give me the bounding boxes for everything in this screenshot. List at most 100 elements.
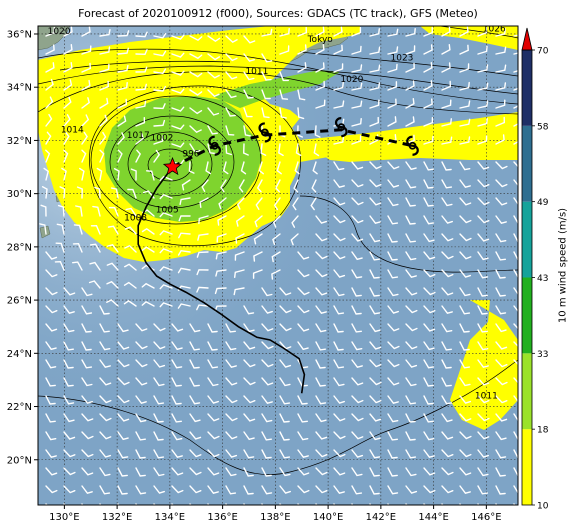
wind-barb [351, 179, 364, 188]
wind-barb [477, 45, 488, 55]
wind-barb [235, 233, 245, 244]
wind-barb [45, 78, 54, 91]
lat-tick-label: 32°N [7, 136, 32, 147]
wind-barb [459, 467, 472, 476]
wind-barb [459, 251, 472, 260]
wind-barb [117, 431, 129, 441]
wind-barb [135, 117, 146, 127]
wind-barb [387, 63, 398, 73]
wind-barb [405, 215, 416, 225]
wind-barb [135, 485, 147, 495]
wind-barb [294, 161, 300, 175]
wind-barb [477, 449, 489, 458]
wind-barb [405, 467, 417, 477]
wind-barb [153, 341, 166, 350]
wind-barb [279, 89, 289, 100]
wind-barb [405, 323, 418, 332]
isobar-999 [127, 131, 213, 197]
wind-barb [423, 251, 436, 260]
wind-barb [106, 299, 119, 307]
wind-barb [423, 62, 433, 73]
place-label-tokyo: Tokyo [307, 35, 334, 45]
wind-barb [315, 305, 327, 314]
wind-barb [387, 116, 397, 127]
wind-barb [81, 413, 94, 422]
wind-barb [387, 161, 400, 170]
wind-barb [59, 186, 66, 199]
wind-barb [441, 233, 454, 242]
past-track-line [137, 166, 306, 394]
colorbar-title: 10 m wind speed (m/s) [557, 207, 569, 324]
wind-barb [315, 395, 327, 405]
wind-barb [81, 131, 88, 145]
wind-barb [243, 305, 255, 315]
map-frame [37, 25, 519, 506]
wind-barb [261, 89, 271, 100]
wind-barb [135, 395, 147, 405]
wind-barb [261, 467, 272, 477]
wind-barb [279, 395, 291, 405]
wind-barb [171, 106, 185, 112]
wind-barb [477, 377, 490, 386]
wind-barb [441, 44, 451, 55]
wind-barb [477, 341, 489, 351]
wind-barb [441, 467, 454, 476]
wind-barb [207, 377, 219, 387]
wind-barb [196, 304, 209, 311]
wind-barb [351, 197, 364, 206]
wind-barb [63, 485, 76, 494]
wind-barb [513, 179, 518, 187]
wind-barb [63, 395, 75, 405]
wind-barb [45, 395, 56, 405]
wind-barb [153, 377, 165, 387]
wind-barb [153, 135, 164, 145]
wind-barb [279, 485, 291, 494]
wind-barb [177, 267, 191, 274]
wind-barb [171, 359, 183, 369]
wind-barb [72, 261, 83, 271]
wind-barb [45, 449, 57, 458]
wind-barb [441, 377, 452, 387]
tropical-cyclone-symbol-icon [208, 135, 222, 156]
wind-barb [253, 251, 263, 262]
wind-barb [275, 179, 281, 193]
wind-barb [513, 431, 518, 441]
wind-barb [178, 232, 191, 239]
wind-barb [81, 305, 93, 315]
wind-barb [441, 136, 453, 145]
wind-barb [405, 80, 415, 91]
wind-barb [459, 377, 471, 387]
wind-barb [81, 485, 93, 495]
wind-barb [279, 71, 289, 82]
wind-barb [387, 305, 399, 314]
wind-barb [171, 34, 185, 40]
wind-barb [135, 66, 148, 73]
wind-barb [135, 31, 148, 38]
wind-barb [387, 323, 400, 332]
wind-barb [238, 179, 245, 193]
isobar-label: 1023 [391, 54, 414, 64]
wind-barb [477, 27, 488, 37]
colorbar-segment [522, 125, 532, 202]
wind-barb [236, 197, 245, 210]
wind-barb [423, 80, 433, 91]
wind-barb [369, 467, 380, 477]
wind-barb [297, 341, 309, 351]
wind-barb [215, 269, 227, 277]
wind-barb [477, 100, 489, 109]
wind-barb [513, 105, 518, 109]
wind-barb [477, 413, 490, 422]
wind-barb [495, 134, 505, 145]
wind-barb [495, 485, 506, 495]
wind-barb [153, 467, 165, 477]
isobar-label: 1017 [127, 131, 150, 141]
wind-barb [369, 431, 381, 441]
wind-barb [387, 431, 398, 441]
wind-barb [207, 125, 218, 135]
wind-barb [495, 341, 508, 350]
wind-barb [63, 114, 71, 127]
tropical-cyclone-symbol-icon [334, 117, 348, 138]
wind-barb [108, 206, 119, 217]
wind-barb [292, 197, 299, 211]
lon-tick-label: 142°E [366, 512, 396, 523]
